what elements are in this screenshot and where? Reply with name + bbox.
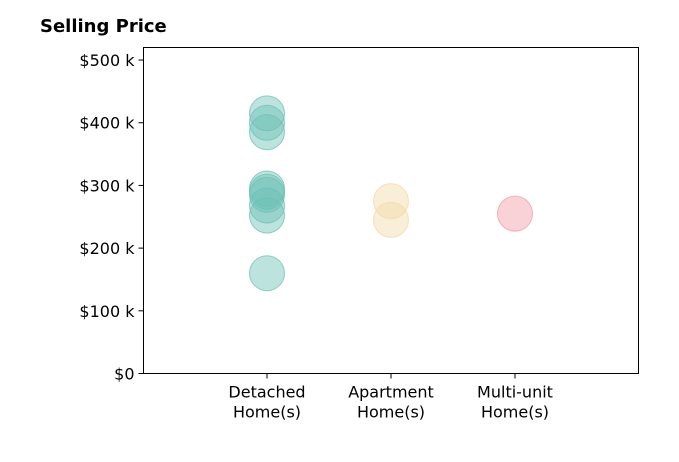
x-tick-label: Detached Home(s) bbox=[228, 383, 305, 422]
data-points bbox=[249, 95, 533, 292]
data-point bbox=[497, 195, 533, 232]
x-tick-label: Apartment Home(s) bbox=[348, 383, 434, 422]
y-tick-label: $100 k bbox=[79, 302, 135, 321]
y-tick-label: $0 bbox=[114, 365, 134, 384]
data-point bbox=[249, 104, 285, 141]
x-axis: Detached Home(s) Apartment Home(s) Multi-uni… bbox=[228, 373, 553, 422]
y-axis: $0 $100 k $200 k $300 k $400 k $500 k bbox=[79, 51, 144, 384]
data-point bbox=[249, 255, 285, 292]
data-point bbox=[249, 176, 285, 213]
data-point bbox=[249, 114, 285, 151]
chart-title: Selling Price bbox=[40, 16, 167, 37]
x-tick-label: Multi-unit Home(s) bbox=[477, 383, 553, 422]
y-tick-label: $200 k bbox=[79, 239, 135, 258]
y-tick-label: $400 k bbox=[79, 114, 135, 133]
data-point bbox=[373, 201, 409, 238]
y-tick-label: $300 k bbox=[79, 176, 135, 195]
data-point bbox=[249, 187, 285, 224]
data-point bbox=[249, 197, 285, 234]
data-point bbox=[373, 183, 409, 220]
data-point bbox=[249, 95, 285, 132]
y-tick-label: $500 k bbox=[79, 51, 135, 70]
